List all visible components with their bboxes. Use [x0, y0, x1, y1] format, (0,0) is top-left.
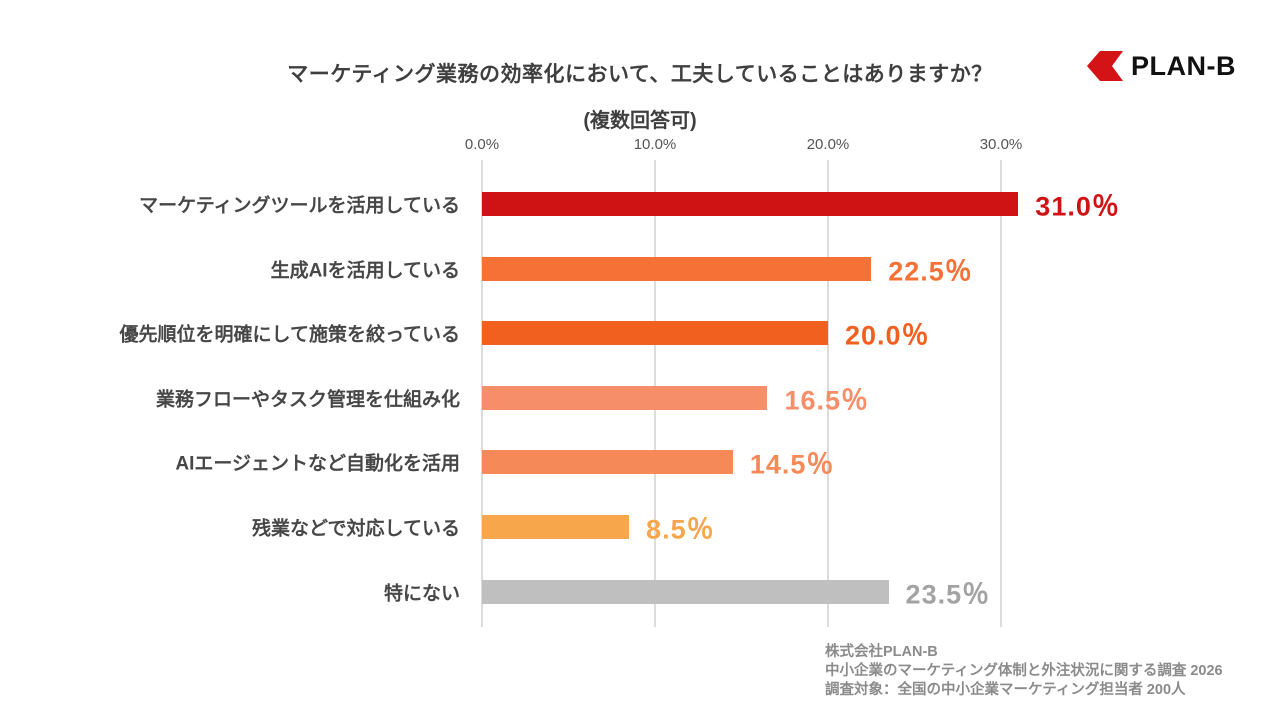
bar-chart: 0.0% 10.0% 20.0% 30.0% マーケティングツールを活用している 31.0… — [0, 130, 1280, 630]
x-axis-tick-label: 20.0% — [806, 136, 850, 153]
bar — [482, 192, 1019, 216]
x-gridline — [1000, 160, 1002, 627]
category-label: 優先順位を明確にして施策を絞っている — [119, 324, 460, 346]
bar — [482, 579, 889, 604]
bar — [482, 385, 768, 410]
value-label: 20.0％ — [845, 320, 930, 351]
bar — [482, 515, 630, 539]
plan-b-logo-text: PLAN-B — [1131, 50, 1236, 81]
value-label: 31.0％ — [1035, 191, 1120, 222]
x-axis-tick-label: 10.0% — [633, 136, 677, 153]
category-label: AIエージェントなど自動化を活用 — [175, 453, 460, 475]
chart-title: マーケティング業務の効率化において、工夫していることはありますか？ — [287, 63, 993, 86]
plan-b-logo-icon — [1087, 51, 1123, 81]
bar — [482, 450, 733, 475]
value-label: 22.5％ — [888, 256, 973, 287]
chart-subtitle: (複数回答可) — [583, 110, 697, 132]
value-label: 8.5％ — [646, 514, 715, 545]
x-axis-tick-label: 30.0% — [979, 136, 1023, 153]
category-label: 特にない — [383, 583, 460, 605]
category-label: 生成AIを活用している — [270, 260, 460, 282]
value-label: 23.5％ — [905, 579, 991, 610]
source-survey-title: 中小企業のマーケティング体制と外注状況に関する調査 2026 — [825, 663, 1223, 679]
source-company: 株式会社PLAN-B — [825, 644, 938, 660]
value-label: 14.5％ — [749, 449, 835, 480]
plan-b-logo: PLAN-B — [1087, 50, 1236, 82]
bar — [482, 321, 828, 346]
source-note: 株式会社PLAN-B 中小企業のマーケティング体制と外注状況に関する調査 202… — [825, 643, 1223, 700]
category-label: 業務フローやタスク管理を仕組み化 — [155, 389, 460, 411]
value-label: 16.5％ — [784, 385, 869, 416]
source-survey-target: 調査対象：全国の中小企業マーケティング担当者 200人 — [825, 682, 1186, 698]
category-label: マーケティングツールを活用している — [139, 195, 460, 217]
category-label: 残業などで対応している — [251, 518, 460, 540]
x-axis-tick-label: 0.0% — [464, 136, 500, 153]
bar — [482, 256, 872, 281]
x-gridline — [827, 160, 829, 627]
